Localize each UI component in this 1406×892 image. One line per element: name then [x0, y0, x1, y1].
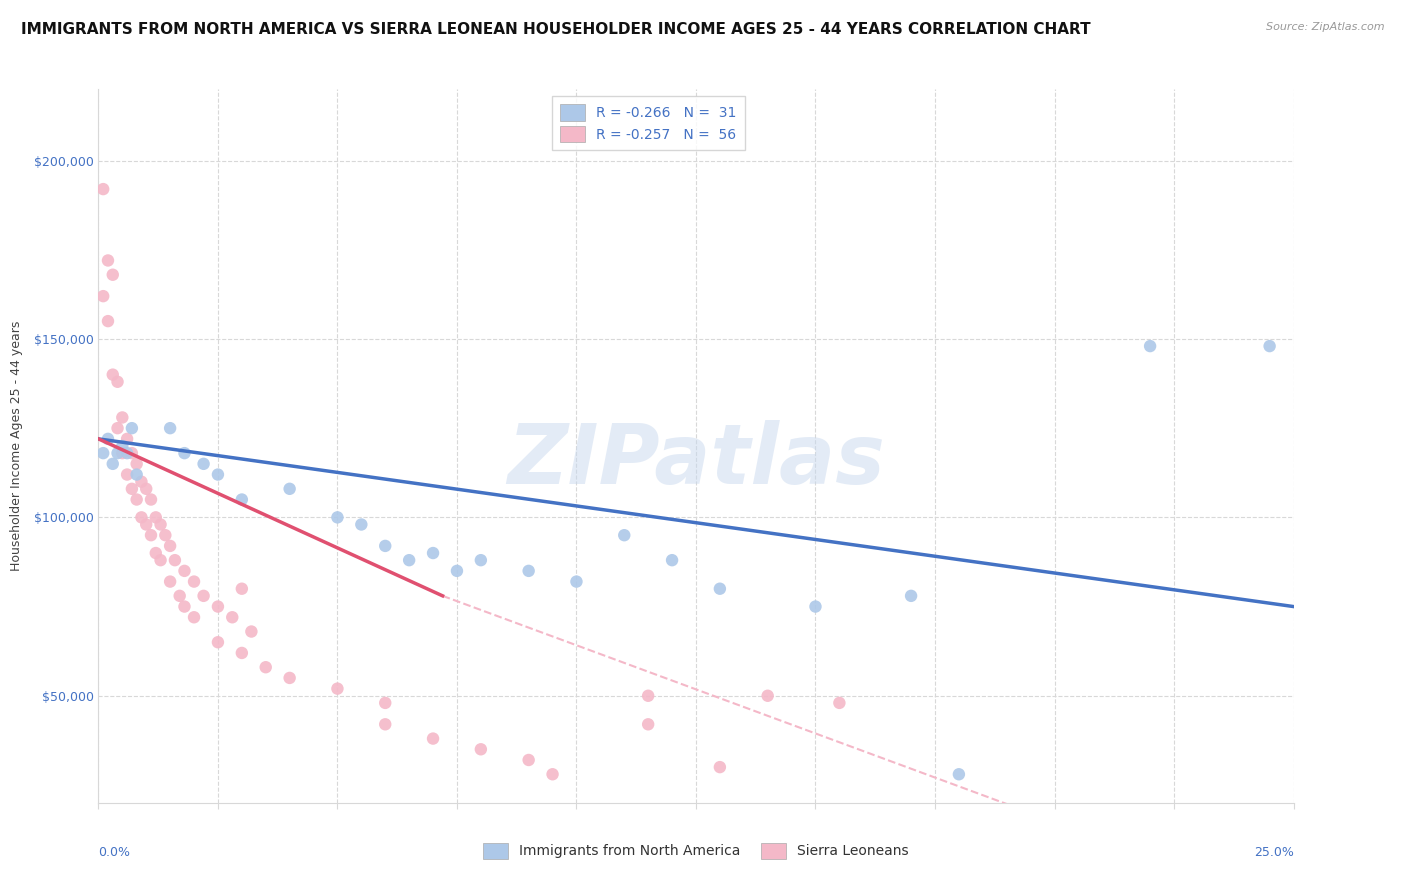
Point: [278, 482, 301, 496]
Point: [125, 492, 148, 507]
Point: [637, 689, 659, 703]
Point: [91, 289, 114, 303]
Text: IMMIGRANTS FROM NORTH AMERICA VS SIERRA LEONEAN HOUSEHOLDER INCOME AGES 25 - 44 : IMMIGRANTS FROM NORTH AMERICA VS SIERRA …: [21, 22, 1091, 37]
Point: [193, 589, 215, 603]
Point: [231, 582, 253, 596]
Point: [121, 446, 143, 460]
Point: [470, 742, 492, 756]
Point: [709, 582, 731, 596]
Point: [145, 510, 167, 524]
Point: [173, 564, 195, 578]
Point: [1258, 339, 1281, 353]
Point: [422, 731, 444, 746]
Point: [97, 432, 120, 446]
Point: [1139, 339, 1161, 353]
Point: [115, 432, 138, 446]
Point: [231, 492, 253, 507]
Point: [91, 182, 114, 196]
Point: [517, 564, 540, 578]
Point: [145, 546, 167, 560]
Point: [948, 767, 970, 781]
Point: [121, 482, 143, 496]
Point: [278, 671, 301, 685]
Point: [637, 717, 659, 731]
Point: [517, 753, 540, 767]
Point: [149, 553, 172, 567]
Point: [149, 517, 172, 532]
Point: [163, 553, 186, 567]
Legend: Immigrants from North America, Sierra Leoneans: Immigrants from North America, Sierra Le…: [475, 835, 917, 867]
Point: [828, 696, 851, 710]
Point: [111, 410, 134, 425]
Point: [470, 553, 492, 567]
Point: [159, 574, 181, 589]
Point: [350, 517, 373, 532]
Text: Source: ZipAtlas.com: Source: ZipAtlas.com: [1267, 22, 1385, 32]
Point: [139, 492, 162, 507]
Point: [107, 421, 129, 435]
Point: [173, 599, 195, 614]
Point: [97, 253, 120, 268]
Point: [207, 599, 229, 614]
Point: [374, 717, 396, 731]
Point: [159, 421, 181, 435]
Point: [756, 689, 779, 703]
Point: [207, 635, 229, 649]
Point: [374, 696, 396, 710]
Text: 25.0%: 25.0%: [1254, 846, 1294, 859]
Point: [254, 660, 277, 674]
Point: [131, 475, 153, 489]
Point: [541, 767, 564, 781]
Point: [111, 439, 134, 453]
Point: [173, 446, 195, 460]
Point: [326, 681, 349, 696]
Point: [661, 553, 683, 567]
Point: [613, 528, 636, 542]
Point: [135, 482, 157, 496]
Point: [565, 574, 588, 589]
Point: [155, 528, 177, 542]
Point: [111, 446, 134, 460]
Point: [131, 510, 153, 524]
Point: [91, 446, 114, 460]
Point: [193, 457, 215, 471]
Point: [115, 446, 138, 460]
Point: [101, 457, 124, 471]
Point: [446, 564, 468, 578]
Point: [709, 760, 731, 774]
Point: [121, 421, 143, 435]
Point: [101, 268, 124, 282]
Point: [240, 624, 263, 639]
Point: [374, 539, 396, 553]
Point: [139, 528, 162, 542]
Point: [107, 446, 129, 460]
Point: [183, 610, 205, 624]
Point: [159, 539, 181, 553]
Point: [207, 467, 229, 482]
Point: [221, 610, 243, 624]
Point: [804, 599, 827, 614]
Point: [422, 546, 444, 560]
Point: [169, 589, 191, 603]
Text: 0.0%: 0.0%: [98, 846, 131, 859]
Point: [97, 314, 120, 328]
Point: [125, 457, 148, 471]
Point: [101, 368, 124, 382]
Point: [900, 589, 922, 603]
Point: [115, 467, 138, 482]
Point: [135, 517, 157, 532]
Point: [107, 375, 129, 389]
Point: [398, 553, 420, 567]
Y-axis label: Householder Income Ages 25 - 44 years: Householder Income Ages 25 - 44 years: [10, 321, 22, 571]
Text: ZIPatlas: ZIPatlas: [508, 420, 884, 500]
Point: [125, 467, 148, 482]
Point: [326, 510, 349, 524]
Point: [183, 574, 205, 589]
Point: [231, 646, 253, 660]
